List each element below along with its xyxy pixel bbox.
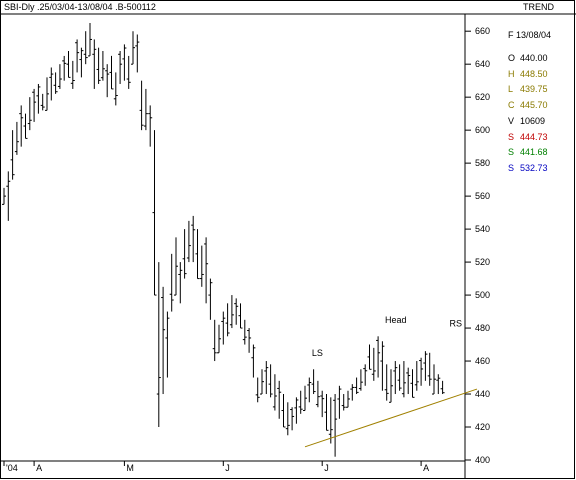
info-row-key: L: [508, 84, 514, 95]
info-row-key: S: [508, 131, 515, 142]
x-tick-label: M: [126, 463, 133, 473]
y-tick-label: 640: [475, 59, 490, 69]
y-tick-label: 480: [475, 323, 490, 333]
x-tick-label: J: [324, 463, 329, 473]
info-row-key: C: [508, 100, 515, 111]
info-row: S 444.73: [508, 132, 548, 142]
info-row: V 10609: [508, 116, 545, 126]
info-row-value: 441.68: [520, 147, 548, 158]
info-row-key: H: [508, 68, 515, 79]
y-tick-label: 500: [475, 290, 490, 300]
info-row: O 440.00: [508, 53, 548, 63]
x-tick-label: A: [423, 463, 429, 473]
trendline: [304, 388, 478, 448]
y-tick-label: 520: [475, 257, 490, 267]
info-row: S 532.73: [508, 163, 548, 173]
x-tick-label: J: [225, 463, 230, 473]
info-row-key: O: [508, 53, 516, 63]
x-tick-label: '04: [6, 463, 18, 473]
info-row-value: 439.75: [520, 84, 548, 95]
pattern-annotation: RS: [450, 318, 463, 328]
info-row-value: 444.73: [520, 131, 548, 142]
y-tick-label: 660: [475, 26, 490, 36]
y-tick-label: 540: [475, 224, 490, 234]
y-tick-label: 420: [475, 422, 490, 432]
info-row-value: 440.00: [520, 53, 548, 63]
pattern-annotation: LS: [312, 348, 323, 358]
info-row-key: S: [508, 162, 515, 173]
y-tick-label: 600: [475, 125, 490, 135]
info-row: L 439.75: [508, 84, 548, 94]
info-date: F 13/08/04: [508, 30, 552, 40]
info-row-value: 445.70: [520, 100, 548, 111]
y-tick-label: 400: [475, 455, 490, 465]
info-row-key: S: [508, 147, 515, 158]
info-row: H 448.50: [508, 69, 548, 79]
info-row: S 441.68: [508, 147, 548, 157]
y-tick-label: 460: [475, 356, 490, 366]
y-tick-label: 580: [475, 158, 490, 168]
pattern-annotation: Head: [385, 315, 407, 325]
y-tick-label: 620: [475, 92, 490, 102]
info-row-key: V: [508, 115, 515, 126]
x-tick-label: A: [36, 463, 42, 473]
info-row-value: 532.73: [520, 162, 548, 173]
info-row-value: 10609: [520, 115, 546, 126]
info-row: C 445.70: [508, 100, 548, 110]
y-tick-label: 440: [475, 389, 490, 399]
info-row-value: 448.50: [520, 68, 548, 79]
chart-header-left: SBI-Dly .25/03/04-13/08/04 .B-500112: [4, 2, 156, 12]
chart-header-right: TREND: [523, 2, 554, 12]
y-tick-label: 560: [475, 191, 490, 201]
